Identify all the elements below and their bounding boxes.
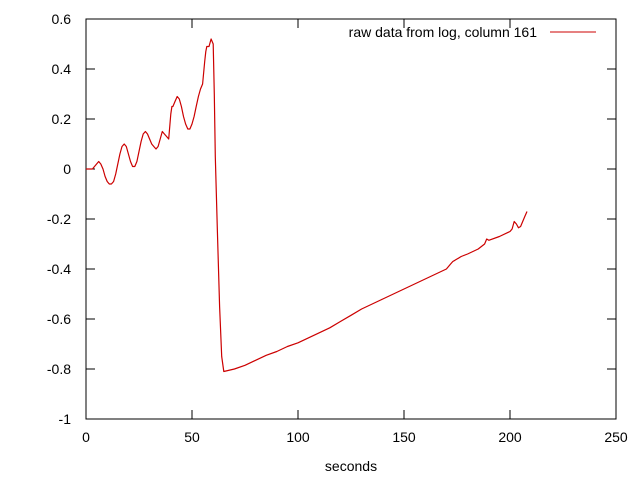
tick-labels: 0 50 100 150 200 250 -1 -0.8 -0.6 -0.4 -0.2 0 0.2 0.4…	[47, 11, 628, 445]
x-tick-label: 200	[498, 429, 522, 445]
legend: raw data from log, column 161	[349, 24, 596, 40]
y-tick-label: 0.4	[52, 61, 72, 77]
x-tick-label: 0	[82, 429, 90, 445]
y-tick-label: -1	[59, 411, 72, 427]
y-tick-label: -0.2	[47, 211, 71, 227]
series-lines	[86, 38, 528, 373]
y-tick-label: -0.4	[47, 261, 71, 277]
y-tick-label: 0.2	[52, 111, 72, 127]
x-tick-label: 50	[184, 429, 200, 445]
x-tick-label: 100	[286, 429, 310, 445]
y-tick-label: 0.6	[52, 11, 72, 27]
x-axis-label: seconds	[325, 458, 377, 474]
x-tick-label: 250	[604, 429, 628, 445]
legend-label: raw data from log, column 161	[349, 24, 538, 40]
plot-frame	[85, 18, 617, 420]
series-line-0	[86, 38, 528, 373]
y-tick-label: -0.6	[47, 311, 71, 327]
y-tick-label: 0	[63, 161, 71, 177]
x-tick-label: 150	[392, 429, 416, 445]
tick-marks	[85, 18, 617, 420]
y-tick-label: -0.8	[47, 361, 71, 377]
